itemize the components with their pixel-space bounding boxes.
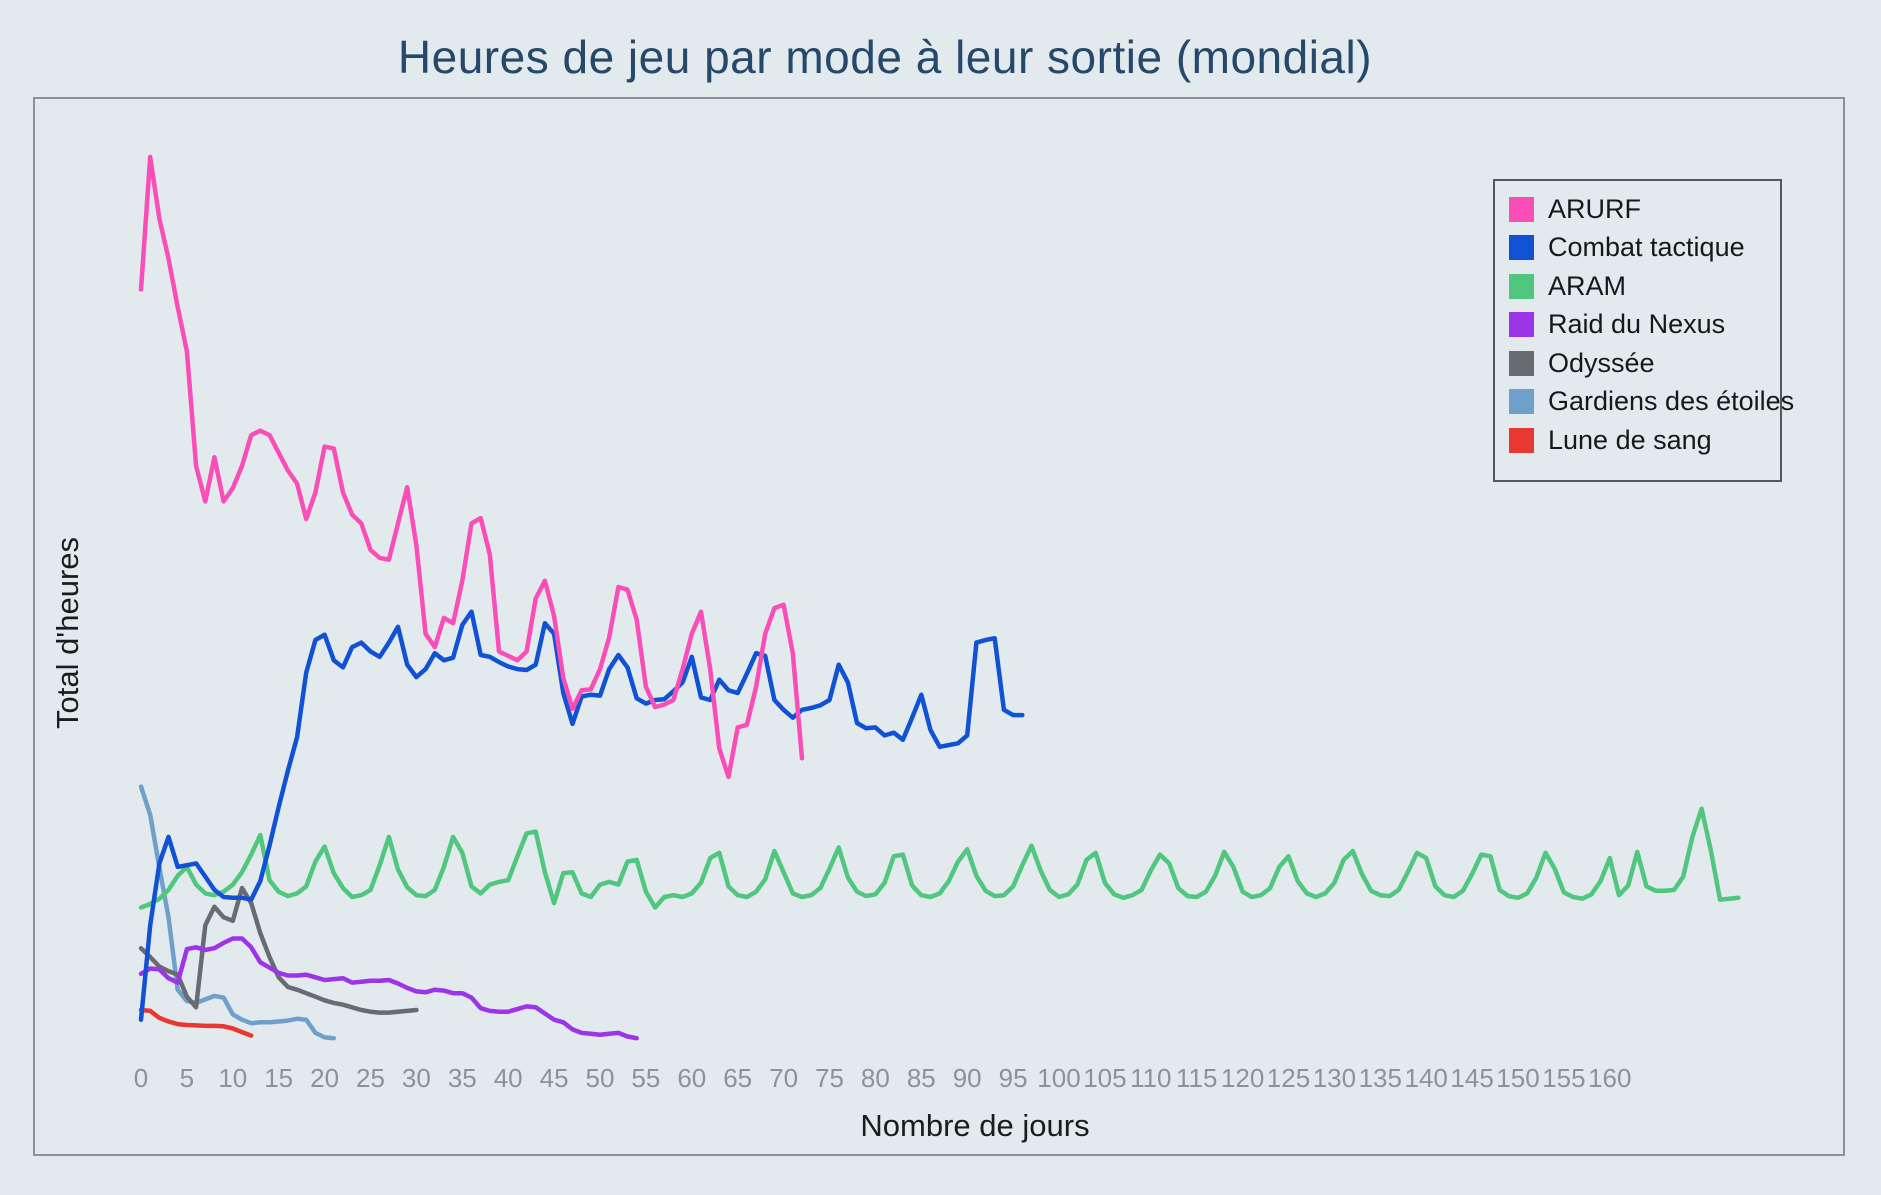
legend-label: ARURF [1548, 193, 1641, 224]
x-tick-label: 50 [585, 1063, 615, 1093]
legend-swatch [1509, 389, 1534, 415]
legend-label: ARAM [1548, 270, 1627, 301]
x-tick-label: 85 [906, 1063, 936, 1093]
x-tick-label: 105 [1083, 1063, 1127, 1093]
x-tick-label: 120 [1220, 1063, 1265, 1093]
legend-item-aram: ARAM [1509, 267, 1780, 306]
x-tick-label: 15 [264, 1063, 294, 1093]
x-tick-label: 75 [815, 1063, 844, 1093]
legend-rows: ARURF Combat tactique ARAM Raid du Nexus Ody… [1509, 190, 1794, 460]
x-tick-label: 30 [401, 1063, 431, 1093]
x-tick-label: 100 [1037, 1063, 1081, 1093]
x-tick-label: 160 [1588, 1063, 1632, 1093]
legend-swatch [1509, 312, 1534, 338]
x-tick-label: 65 [723, 1063, 753, 1093]
series-line-arurf [138, 154, 805, 780]
legend-item-gardiens-des-toiles: Gardiens des étoiles [1509, 383, 1794, 422]
x-tick-label: 45 [539, 1063, 569, 1093]
legend-item-lune-de-sang: Lune de sang [1509, 421, 1780, 460]
legend-label: Gardiens des étoiles [1548, 386, 1795, 417]
x-tick-label: 145 [1450, 1063, 1494, 1093]
legend-swatch [1509, 196, 1534, 222]
x-tick-label: 5 [179, 1063, 195, 1093]
x-tick-label: 135 [1358, 1063, 1402, 1093]
x-tick-label: 40 [493, 1063, 523, 1093]
series-line-gardiens-des-toiles [138, 784, 337, 1041]
legend-label: Combat tactique [1548, 232, 1745, 263]
legend-swatch [1509, 273, 1534, 299]
legend-label: Raid du Nexus [1548, 309, 1726, 340]
legend-swatch [1509, 350, 1534, 376]
x-tick-label: 95 [998, 1063, 1028, 1093]
x-tick-label: 90 [952, 1063, 982, 1093]
chart-title: Heures de jeu par mode à leur sortie (mo… [397, 31, 1373, 83]
legend-label: Lune de sang [1548, 424, 1712, 455]
x-tick-label: 110 [1130, 1063, 1172, 1093]
x-tick-label: 130 [1312, 1063, 1357, 1093]
x-tick-label: 155 [1542, 1063, 1586, 1093]
legend-swatch [1509, 427, 1534, 453]
x-tick-label: 25 [356, 1063, 385, 1093]
x-tick-label: 55 [631, 1063, 661, 1093]
x-tick-label: 10 [218, 1063, 248, 1093]
x-tick-label: 80 [860, 1063, 890, 1093]
series-line-odyss-e [138, 885, 419, 1015]
x-tick-label: 20 [310, 1063, 340, 1093]
x-tick-label: 60 [677, 1063, 707, 1093]
legend-label: Odyssée [1548, 347, 1655, 378]
legend-item-raid-du-nexus: Raid du Nexus [1509, 306, 1780, 345]
x-tick-label: 35 [447, 1063, 477, 1093]
x-tick-label: 70 [769, 1063, 799, 1093]
legend-swatch [1509, 235, 1534, 261]
series-line-combat-tactique [138, 609, 1025, 1022]
legend: ARURF Combat tactique ARAM Raid du Nexus Ody… [1493, 179, 1794, 482]
legend-item-combat-tactique: Combat tactique [1509, 229, 1780, 268]
x-tick-label: 125 [1266, 1063, 1311, 1093]
y-axis-label: Total d'heures [50, 536, 85, 730]
figure-frame [33, 97, 1845, 1156]
series-line-aram [138, 806, 1741, 910]
x-axis-label: Nombre de jours [860, 1108, 1090, 1143]
legend-item-odyss-e: Odyssée [1509, 344, 1780, 383]
legend-item-arurf: ARURF [1509, 190, 1780, 229]
x-tick-label: 115 [1175, 1063, 1218, 1093]
series-line-raid-du-nexus [138, 936, 639, 1041]
x-tick-label: 150 [1496, 1063, 1540, 1093]
x-tick-label: 140 [1404, 1063, 1448, 1093]
x-tick-label: 0 [133, 1063, 149, 1093]
series-line-lune-de-sang [138, 1007, 254, 1038]
